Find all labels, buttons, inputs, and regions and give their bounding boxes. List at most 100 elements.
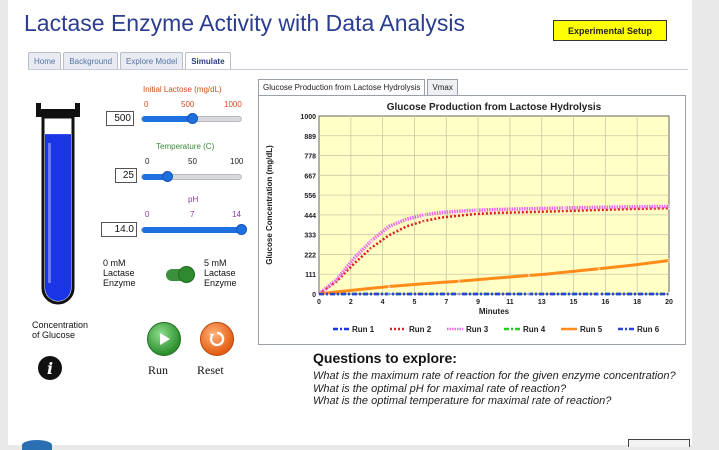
info-icon[interactable]: i (38, 356, 62, 380)
series-marker: 5 (458, 279, 461, 285)
x-tick-label: 20 (665, 299, 673, 306)
tab-explore-model[interactable]: Explore Model (120, 52, 184, 69)
app-window: Lactase Enzyme Activity with Data Analys… (8, 0, 692, 450)
y-tick-label: 111 (305, 272, 316, 279)
tube-cap-left (36, 103, 41, 117)
tab-glucose-production[interactable]: Glucose Production from Lactose Hydrolys… (258, 79, 426, 95)
temperature-slider-fill (142, 174, 167, 180)
series-marker: 4 (668, 292, 671, 298)
lactose-min: 0 (144, 100, 149, 109)
x-tick-label: 18 (633, 299, 641, 306)
x-tick-label: 15 (570, 299, 578, 306)
legend-entry: Run 5 (580, 325, 603, 334)
legend-entry: Run 2 (409, 325, 432, 334)
enzyme-min-label: 0 mM Lactase Enzyme (103, 258, 136, 288)
x-tick-label: 7 (444, 299, 448, 306)
ph-slider-thumb[interactable] (236, 224, 247, 235)
ph-slider-fill (142, 227, 241, 233)
series-marker: 6 (528, 292, 531, 298)
enzyme-toggle-knob[interactable] (178, 266, 195, 283)
question-item: What is the maximum rate of reaction for… (313, 370, 676, 382)
ph-mid: 7 (190, 210, 195, 219)
series-line-run-3 (317, 204, 670, 296)
question-item: What is the optimal pH for maximal rate … (313, 382, 567, 395)
logo-fragment (22, 440, 52, 450)
y-tick-label: 556 (304, 193, 316, 200)
series-marker: 6 (598, 292, 601, 298)
series-marker: 3 (563, 206, 566, 212)
ph-max: 14 (232, 210, 241, 219)
x-tick-label: 4 (381, 299, 385, 306)
glucose-liquid (45, 134, 71, 301)
lactose-max: 1000 (224, 100, 242, 109)
series-marker: 1 (598, 292, 601, 298)
tab-background[interactable]: Background (63, 52, 119, 69)
play-icon (160, 333, 170, 345)
tube-cap-right (75, 103, 80, 117)
x-tick-label: 9 (476, 299, 480, 306)
questions-heading: Questions to explore: (313, 350, 457, 366)
test-tube-icon (36, 103, 80, 305)
lactose-title: Initial Lactose (mg/dL) (143, 85, 222, 94)
enzyme-toggle[interactable] (166, 266, 195, 283)
tube-highlight (48, 143, 51, 283)
glucose-chart: Glucose Production from Lactose Hydrolys… (265, 102, 673, 334)
reset-label: Reset (197, 363, 224, 377)
chart-title: Glucose Production from Lactose Hydrolys… (387, 102, 602, 113)
reset-button[interactable] (200, 322, 234, 356)
legend-entry: Run 1 (352, 325, 375, 334)
y-tick-label: 1000 (300, 114, 316, 121)
y-tick-label: 889 (304, 134, 316, 141)
temperature-slider[interactable] (141, 171, 242, 182)
series-marker: 2 (668, 206, 671, 212)
series-marker: 5 (528, 273, 531, 279)
series-marker: 3 (475, 208, 478, 214)
y-tick-label: 0 (312, 292, 316, 299)
series-marker: 5 (598, 267, 601, 273)
legend-entry: Run 4 (523, 325, 546, 334)
lactose-slider-thumb[interactable] (186, 113, 198, 124)
temperature-slider-thumb[interactable] (161, 171, 173, 182)
series-marker: 6 (458, 292, 461, 298)
series-marker: 2 (563, 209, 566, 215)
y-tick-label: 222 (304, 252, 316, 259)
temperature-min: 0 (145, 157, 150, 166)
x-tick-label: 13 (538, 299, 546, 306)
series-marker: 6 (388, 292, 391, 298)
x-tick-label: 16 (601, 299, 609, 306)
questions-list: What is the maximum rate of reaction for… (313, 370, 683, 408)
lactose-slider[interactable] (141, 113, 242, 124)
series-marker: 2 (370, 246, 373, 252)
x-tick-label: 11 (506, 299, 514, 306)
y-tick-label: 667 (304, 173, 316, 180)
series-marker: 6 (668, 292, 671, 298)
y-tick-label: 333 (304, 233, 316, 240)
ph-title: pH (188, 195, 199, 204)
lactose-slider-fill (142, 116, 192, 122)
ph-value-field[interactable]: 14.0 (101, 222, 137, 237)
question-item: What is the optimal temperature for maxi… (313, 395, 612, 407)
tab-simulate[interactable]: Simulate (185, 52, 231, 70)
x-axis-label: Minutes (479, 307, 510, 316)
tab-vmax[interactable]: Vmax (427, 79, 458, 95)
lactose-value-field[interactable]: 500 (106, 111, 134, 126)
series-marker: 5 (668, 259, 671, 265)
temperature-title: Temperature (C) (156, 142, 215, 151)
series-marker: 4 (598, 292, 601, 298)
series-marker: 5 (388, 285, 391, 291)
lactose-mid: 500 (181, 100, 195, 109)
tab-home[interactable]: Home (28, 52, 62, 69)
reset-icon (209, 331, 225, 347)
series-marker: 2 (423, 219, 426, 225)
ph-slider[interactable] (141, 224, 247, 235)
experimental-setup-button[interactable]: Experimental Setup (553, 20, 667, 41)
legend-entry: Run 3 (466, 325, 489, 334)
footer-widget (628, 439, 690, 447)
tabs-divider (28, 69, 688, 70)
temperature-max: 100 (230, 157, 244, 166)
page-title: Lactase Enzyme Activity with Data Analys… (24, 10, 466, 36)
graph-tabs: Glucose Production from Lactose Hydrolys… (258, 79, 458, 95)
temperature-value-field[interactable]: 25 (115, 168, 137, 183)
series-marker: 1 (668, 292, 671, 298)
run-button[interactable] (147, 322, 181, 356)
